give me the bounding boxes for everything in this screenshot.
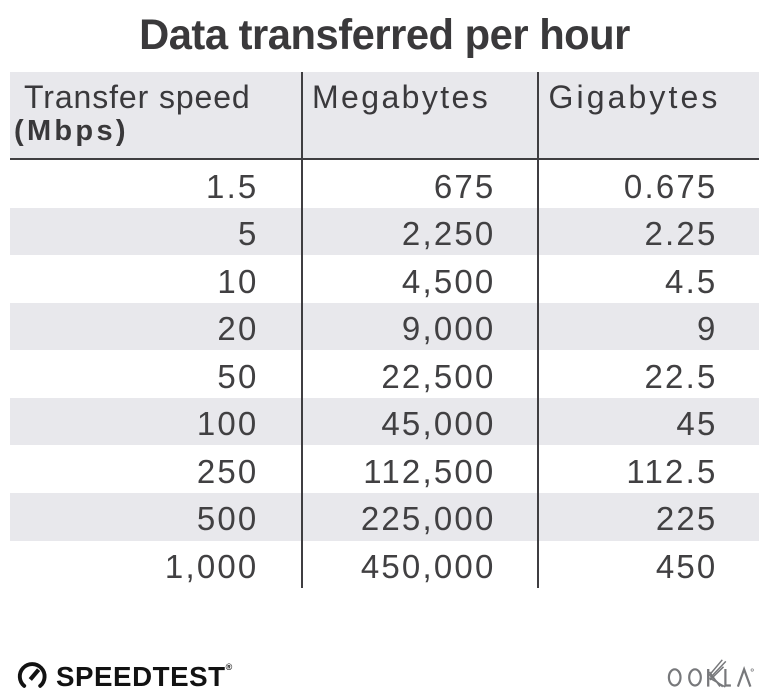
table-row: 1,000 450,000 450 [10, 541, 759, 589]
table-row: 500 225,000 225 [10, 492, 759, 541]
registered-mark: ® [225, 661, 233, 672]
column-divider-1 [301, 72, 303, 588]
table-row: 1.5 675 0.675 [10, 160, 759, 208]
cell-gigabytes: 45 [676, 405, 718, 443]
cell-megabytes: 45,000 [381, 405, 496, 443]
cell-megabytes: 9,000 [401, 310, 496, 348]
speedtest-wordmark: SPEEDTEST® [56, 660, 233, 692]
cell-gigabytes: 225 [655, 500, 718, 538]
column-header-mbps-unit: (Mbps) [14, 115, 129, 147]
table-row: 250 112,500 112.5 [10, 445, 759, 493]
page-title: Data transferred per hour [139, 10, 630, 59]
table-row: 100 45,000 45 [10, 397, 759, 446]
cell-gigabytes: 450 [655, 548, 718, 586]
column-divider-2 [537, 72, 539, 588]
cell-gigabytes: 9 [696, 310, 718, 348]
cell-megabytes: 450,000 [360, 548, 496, 586]
cell-speed: 500 [196, 500, 259, 538]
cell-megabytes: 22,500 [381, 357, 496, 395]
cell-speed: 20 [217, 310, 259, 348]
table-row: 20 9,000 9 [10, 302, 759, 351]
cell-speed: 100 [196, 405, 259, 443]
cell-megabytes: 225,000 [360, 500, 496, 538]
cell-speed: 5 [237, 215, 259, 253]
table-row: 5 2,250 2.25 [10, 207, 759, 256]
column-header-megabytes: Megabytes [312, 79, 491, 115]
table-row: 50 22,500 22.5 [10, 350, 759, 398]
cell-speed: 250 [196, 452, 259, 490]
cell-speed: 10 [217, 262, 259, 300]
table-body: 1.5 675 0.675 5 2,250 2.25 10 4,500 4.5 … [10, 160, 759, 588]
cell-gigabytes: 4.5 [665, 262, 718, 300]
table-header: Transfer speed (Mbps) Megabytes Gigabyte… [10, 72, 759, 160]
cell-speed: 1.5 [206, 167, 259, 205]
cell-gigabytes: 22.5 [644, 357, 718, 395]
cell-speed: 50 [217, 357, 259, 395]
table-row: 10 4,500 4.5 [10, 255, 759, 303]
cell-speed: 1,000 [164, 548, 259, 586]
column-header-gigabytes: Gigabytes [548, 79, 721, 115]
cell-gigabytes: 0.675 [623, 167, 718, 205]
cell-gigabytes: 2.25 [644, 215, 718, 253]
cell-gigabytes: 112.5 [626, 452, 718, 490]
cell-megabytes: 675 [433, 167, 496, 205]
cell-megabytes: 2,250 [401, 215, 496, 253]
speedtest-gauge-icon [17, 662, 47, 688]
cell-megabytes: 4,500 [401, 262, 496, 300]
ookla-logo [667, 659, 754, 688]
column-header-transfer-speed: Transfer speed [24, 78, 251, 115]
cell-megabytes: 112,500 [363, 452, 496, 490]
